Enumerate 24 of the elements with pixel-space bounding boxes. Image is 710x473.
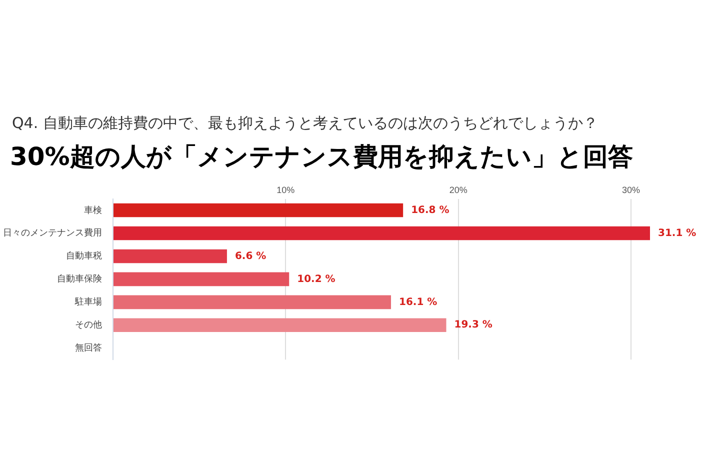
y-tick-label: 自動車保険 [57, 274, 102, 284]
bar [114, 318, 446, 332]
y-tick-label: 無回答 [75, 342, 102, 353]
y-tick-label: 駐車場 [74, 296, 102, 307]
data-label: 31.1 % [658, 228, 696, 239]
data-label: 10.2 % [297, 274, 336, 285]
bar [114, 249, 227, 264]
bar [114, 272, 290, 286]
bar [114, 226, 650, 240]
bar [114, 295, 391, 310]
x-tick-label: 20% [449, 184, 468, 195]
data-label: 6.6 % [234, 250, 266, 262]
data-label: 16.8 % [411, 204, 450, 216]
y-tick-label: 日々のメンテナンス費用 [3, 228, 102, 238]
x-tick-label: 30% [622, 184, 640, 195]
data-label: 19.3 % [454, 320, 492, 331]
chart-title: 30%超の人が「メンテナンス費用を抑えたい」と回答 [10, 141, 633, 173]
y-tick-label: 車検 [84, 204, 102, 215]
bar [114, 203, 404, 218]
data-label: 16.1 % [398, 296, 438, 308]
y-tick-label: その他 [75, 320, 102, 330]
y-tick-label: 自動車税 [66, 250, 102, 261]
x-tick-label: 10% [276, 184, 295, 195]
chart-subtitle: Q4. 自動車の維持費の中で、最も抑えようと考えているのは次のうちどれでしょうか？ [12, 114, 598, 133]
